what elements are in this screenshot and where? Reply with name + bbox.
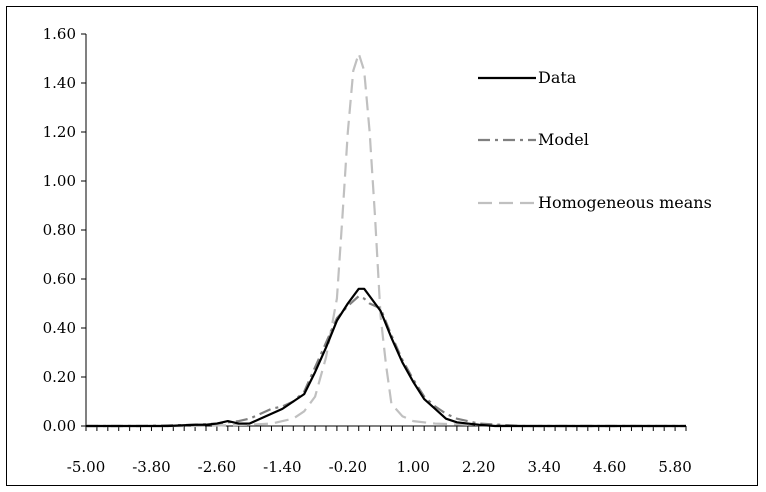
x-tick-label: -5.00 — [67, 458, 105, 476]
series-layer — [86, 52, 686, 428]
series-line-homogeneous-means — [86, 52, 686, 428]
y-axis-ticks: 0.00 0.20 0.40 0.60 0.80 1.00 1.20 1.40 1.60 — [43, 25, 86, 435]
x-tick-label: 2.20 — [462, 458, 495, 476]
y-tick-label: 1.20 — [43, 123, 76, 141]
x-tick-label: 5.80 — [658, 458, 691, 476]
y-tick-label: 1.40 — [43, 74, 76, 92]
y-tick-label: 1.60 — [43, 25, 76, 43]
x-tick-label: -3.80 — [132, 458, 170, 476]
x-tick-label: 4.60 — [593, 458, 626, 476]
y-tick-label: 1.00 — [43, 172, 76, 190]
y-tick-label: 0.80 — [43, 221, 76, 239]
y-tick-label: 0.40 — [43, 319, 76, 337]
legend-label: Model — [538, 130, 589, 149]
y-tick-label: 0.60 — [43, 270, 76, 288]
x-tick-label: 1.00 — [397, 458, 430, 476]
legend: Data Model Homogeneous means — [478, 68, 712, 212]
series-line-model — [86, 295, 686, 428]
y-tick-label: 0.00 — [43, 417, 76, 435]
chart-frame — [6, 6, 758, 486]
x-tick-label: 3.40 — [527, 458, 560, 476]
legend-label: Data — [538, 68, 577, 87]
axes — [85, 34, 686, 427]
y-tick-label: 0.20 — [43, 368, 76, 386]
x-tick-label: -2.60 — [198, 458, 236, 476]
x-axis-ticks: -5.00 -3.80 -2.60 -1.40 -0.20 1.00 2.20 3.40 4.6… — [67, 426, 692, 476]
legend-label: Homogeneous means — [538, 193, 712, 212]
x-tick-label: -0.20 — [329, 458, 367, 476]
series-line-data — [86, 287, 686, 428]
x-tick-label: -1.40 — [263, 458, 301, 476]
